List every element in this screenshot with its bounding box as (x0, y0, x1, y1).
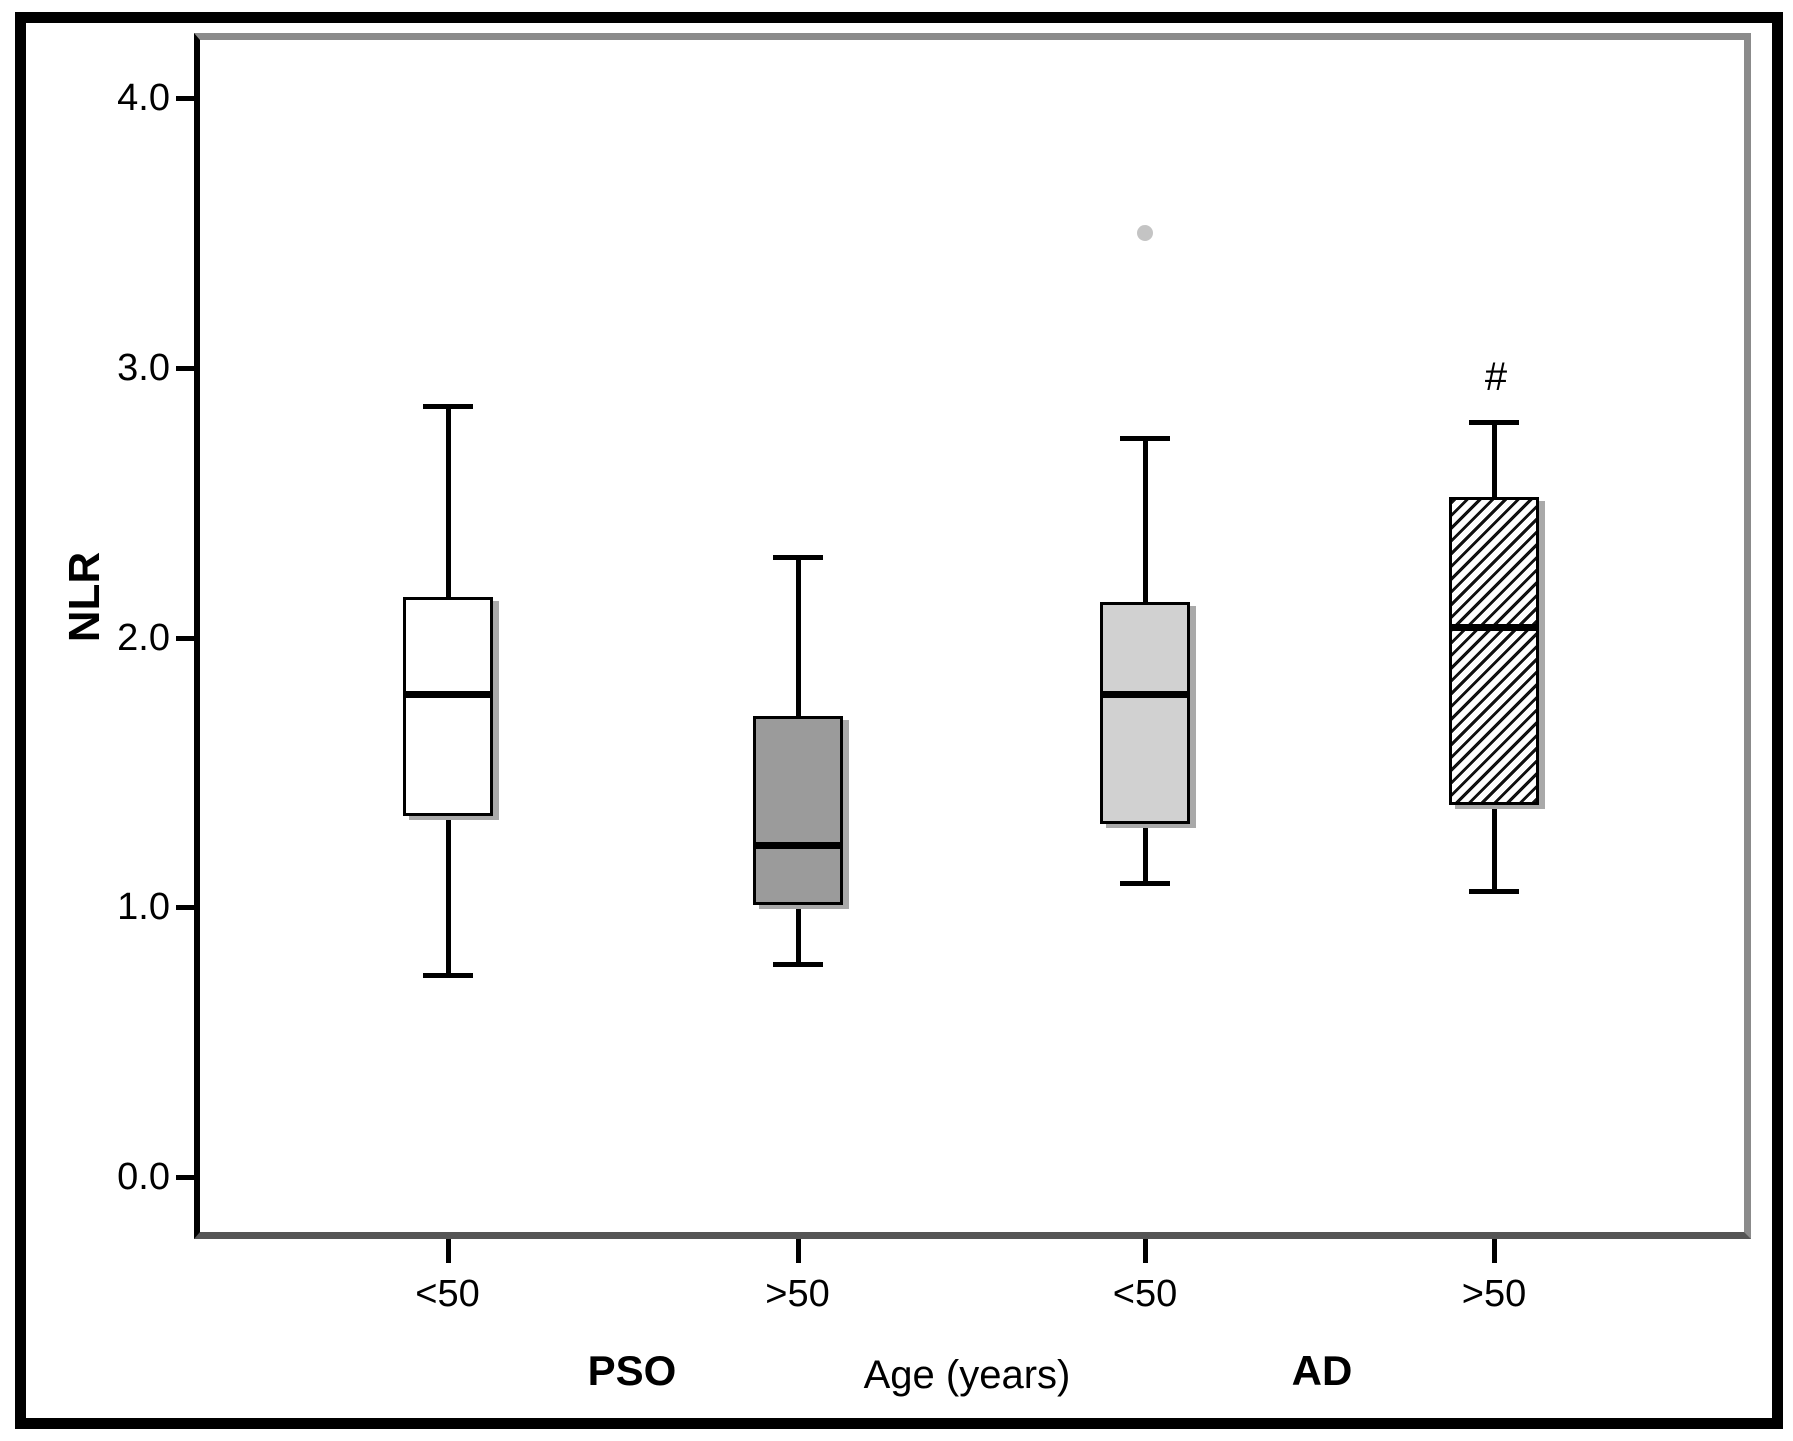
box-whisker-cap-lower (422, 972, 473, 978)
box-whisker-cap-upper (1120, 435, 1170, 441)
x-tick-mark (1492, 1239, 1497, 1263)
box-median-line (755, 842, 840, 850)
box-whisker-cap-upper (422, 403, 473, 409)
outlier-dot (1137, 224, 1153, 241)
boxplot-box (1100, 602, 1190, 824)
boxplot-box (402, 597, 493, 816)
x-category-label: <50 (415, 1273, 480, 1315)
box-median-line (405, 691, 490, 699)
y-tick-label: 3.0 (117, 346, 170, 389)
y-tick-mark (176, 635, 194, 641)
y-tick-label: 1.0 (117, 886, 170, 929)
x-category-label: <50 (1112, 1273, 1178, 1315)
x-axis-title: Age (years) (863, 1353, 1071, 1397)
group-label-ad: AD (1291, 1347, 1353, 1394)
x-tick-mark (445, 1239, 451, 1263)
figure-outer-border (15, 12, 1783, 1429)
box-whisker-cap-upper (772, 554, 823, 560)
y-tick-label: 0.0 (117, 1156, 170, 1198)
x-tick-mark (1143, 1239, 1148, 1263)
x-tick-mark (795, 1239, 801, 1263)
y-tick-mark (176, 365, 194, 371)
box-whisker-lower (795, 904, 801, 964)
y-tick-label: 4.0 (117, 77, 170, 119)
box-whisker-lower (1492, 804, 1497, 892)
box-whisker-cap-upper (1469, 419, 1519, 425)
box-median-line (1103, 691, 1187, 699)
box-whisker-upper (445, 405, 451, 598)
box-whisker-upper (1143, 437, 1148, 603)
box-whisker-upper (1492, 421, 1497, 498)
y-tick-label: 2.0 (117, 616, 170, 659)
group-label-pso: PSO (587, 1347, 677, 1394)
box-whisker-lower (445, 815, 451, 975)
box-whisker-lower (1143, 823, 1148, 883)
box-annotation: # (1484, 354, 1508, 399)
boxplot-box (752, 715, 843, 905)
x-category-label: >50 (765, 1273, 830, 1315)
y-tick-mark (176, 905, 194, 911)
y-tick-mark (176, 1175, 194, 1180)
box-median-line (1452, 623, 1536, 631)
box-whisker-cap-lower (1120, 880, 1170, 886)
box-whisker-upper (795, 556, 801, 716)
y-tick-mark (176, 96, 194, 101)
box-whisker-cap-lower (772, 961, 823, 967)
boxplot-box (1449, 497, 1539, 805)
box-whisker-cap-lower (1469, 889, 1519, 895)
x-category-label: >50 (1461, 1273, 1527, 1315)
